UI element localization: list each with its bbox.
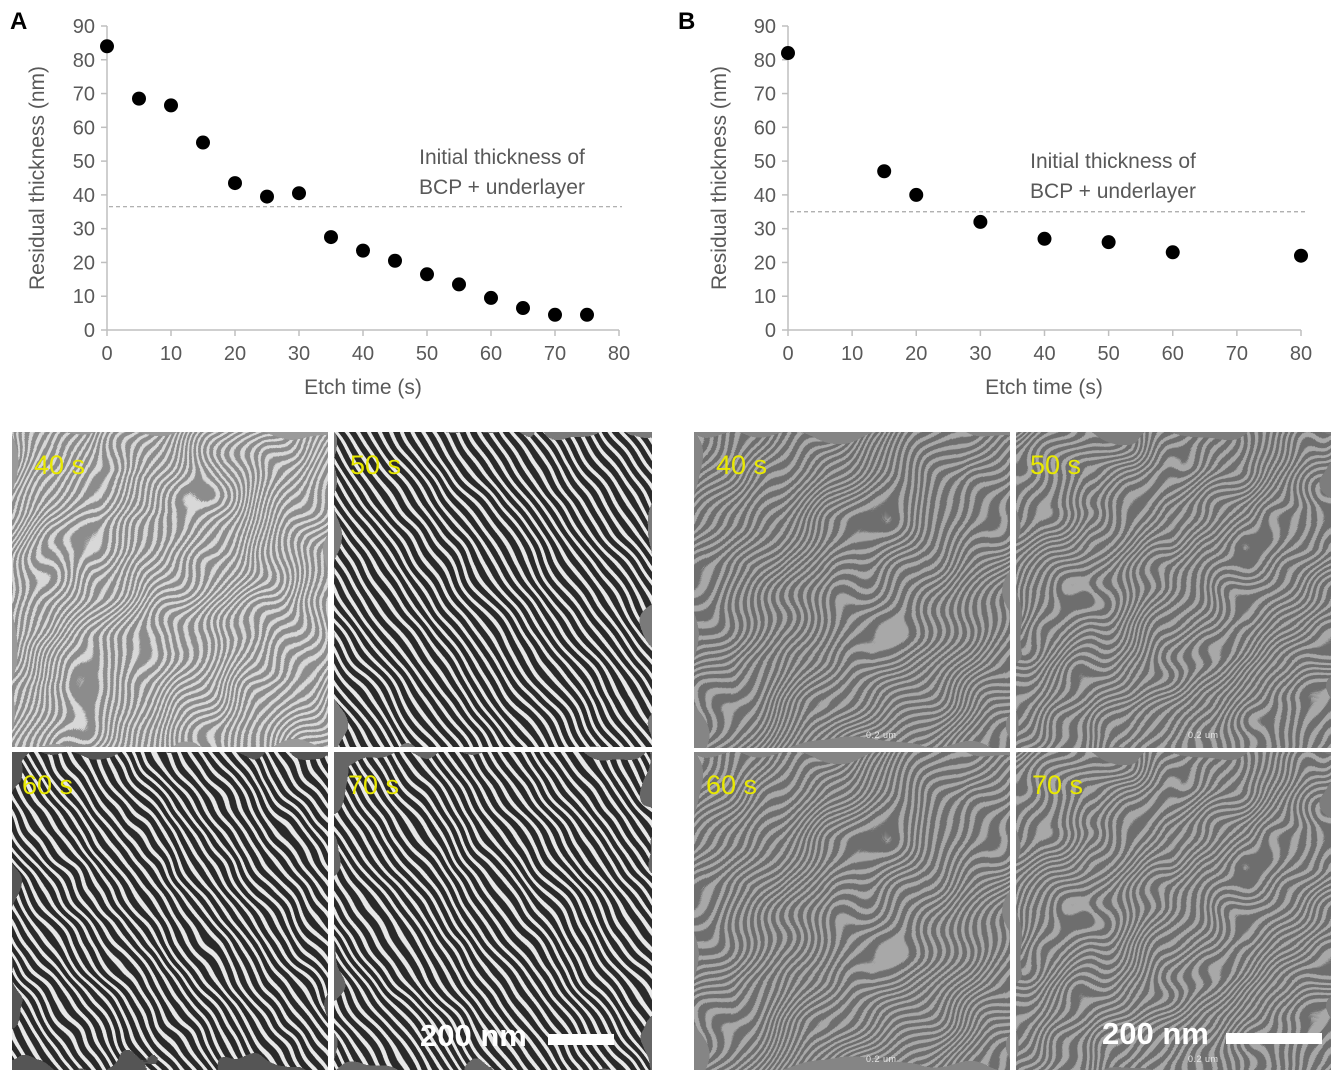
chart-a-data-point [580,307,594,322]
chart-b-x-tick-label: 40 [1033,343,1055,365]
chart-a-data-point [548,307,562,322]
chart-b-x-tick-label: 70 [1226,343,1248,365]
sem-marker: 0.2 um [866,730,897,740]
chart-b-data-point [973,214,988,229]
chart-a-data-point [388,253,402,268]
chart-a-y-tick-label: 0 [84,320,95,342]
sem-image-b-70s: 70 s 200 nm 0.2 um [1016,752,1331,1070]
scale-bar-a [548,1034,614,1045]
panel-letter-b: B [678,8,696,35]
chart-a-annotation-line2: BCP + underlayer [419,176,585,199]
chart-b-x-tick-label: 80 [1290,343,1312,365]
chart-a-y-axis-title: Residual thickness (nm) [26,66,49,290]
sem-image-b-40s: 40 s 0.2 um [694,432,1010,748]
time-label: 70 s [1032,770,1084,800]
chart-a-y-tick-label: 90 [73,16,95,38]
time-label: 60 s [22,770,74,800]
sem-image-b-50s: 50 s 0.2 um [1016,432,1331,748]
chart-a-x-tick-label: 40 [352,343,374,365]
sem-image-a-50s: 50 s [334,432,652,747]
sem-marker: 0.2 um [1188,1054,1219,1064]
chart-a-x-tick-label: 30 [288,343,310,365]
time-label: 40 s [716,450,768,480]
chart-b-x-tick-label: 50 [1098,343,1120,365]
chart-b-y-tick-label: 50 [754,151,776,173]
scale-bar-b [1226,1033,1322,1044]
chart-a-x-tick-label: 10 [160,343,182,365]
chart-a-y-tick-label: 80 [73,50,95,72]
chart-b-data-point [1101,235,1116,250]
chart-a-data-point [324,230,338,245]
chart-b: Initial thickness of BCP + underlayer Et… [708,16,1312,399]
chart-b-y-tick-label: 60 [754,117,776,139]
chart-b-x-tick-label: 0 [782,343,793,365]
sem-image-a-70s: 70 s 200 nm [334,752,652,1070]
chart-a-y-tick-label: 70 [73,84,95,106]
chart-a-data-point [420,267,434,282]
chart-a-annotation-line1: Initial thickness of [419,146,585,169]
chart-b-annotation-line2: BCP + underlayer [1030,180,1196,203]
scale-bar-label-b: 200 nm [1102,1016,1209,1051]
sem-image-a-40s: 40 s [12,432,328,747]
chart-a-x-tick-label: 50 [416,343,438,365]
chart-a-data-point [516,301,530,316]
chart-b-x-tick-label: 10 [841,343,863,365]
time-label: 50 s [1030,450,1082,480]
chart-a-data-point [356,243,370,258]
chart-a-x-tick-label: 60 [480,343,502,365]
chart-b-x-tick-label: 60 [1162,343,1184,365]
chart-a-x-tick-label: 20 [224,343,246,365]
time-label: 70 s [348,770,400,800]
chart-b-annotation-line1: Initial thickness of [1030,150,1196,173]
chart-a-data-point [228,176,242,191]
sem-image-b-60s: 60 s 0.2 um [694,752,1010,1070]
chart-b-x-axis-title: Etch time (s) [985,376,1103,399]
chart-a-x-tick-label: 80 [608,343,630,365]
time-label: 50 s [350,450,402,480]
chart-a-y-tick-label: 10 [73,286,95,308]
chart-b-y-tick-label: 20 [754,252,776,274]
chart-b-y-tick-label: 0 [765,320,776,342]
chart-b-data-point [909,187,924,202]
chart-b-data-point [781,46,795,61]
time-label: 40 s [34,450,86,480]
chart-a-data-point [452,277,466,292]
chart-a-y-tick-label: 60 [73,117,95,139]
chart-a-data-point [260,189,274,204]
sem-marker: 0.2 um [1188,730,1219,740]
chart-b-y-tick-label: 90 [754,16,776,38]
chart-a-data-point [484,290,498,305]
chart-a-y-tick-label: 50 [73,151,95,173]
panel-letter-a: A [10,8,28,35]
chart-a-y-tick-label: 40 [73,185,95,207]
sem-image-a-60s: 60 s [12,752,328,1070]
chart-b-data-point [1037,231,1052,246]
chart-a-data-point [100,39,114,54]
chart-a-data-point [132,91,146,106]
chart-b-y-tick-label: 40 [754,185,776,207]
chart-b-x-tick-label: 20 [905,343,927,365]
chart-a-x-tick-label: 0 [101,343,112,365]
chart-a-data-point [164,98,178,113]
chart-a-y-tick-label: 30 [73,219,95,241]
chart-b-y-axis-title: Residual thickness (nm) [708,66,731,290]
chart-a-y-tick-label: 20 [73,252,95,274]
chart-b-y-tick-label: 30 [754,219,776,241]
chart-a-x-tick-label: 70 [544,343,566,365]
chart-b-data-point [1165,245,1180,260]
chart-b-data-point [877,164,892,179]
chart-b-data-point [1294,248,1308,263]
chart-b-y-tick-label: 80 [754,50,776,72]
time-label: 60 s [706,770,758,800]
chart-b-y-tick-label: 10 [754,286,776,308]
chart-a: Initial thickness of BCP + underlayer Et… [26,16,630,399]
chart-b-x-tick-label: 30 [969,343,991,365]
sem-marker: 0.2 um [866,1054,897,1064]
chart-a-data-point [196,135,210,150]
scale-bar-label-a: 200 nm [420,1018,527,1053]
chart-b-y-tick-label: 70 [754,84,776,106]
chart-a-x-axis-title: Etch time (s) [304,376,422,399]
chart-a-data-point [292,186,306,201]
